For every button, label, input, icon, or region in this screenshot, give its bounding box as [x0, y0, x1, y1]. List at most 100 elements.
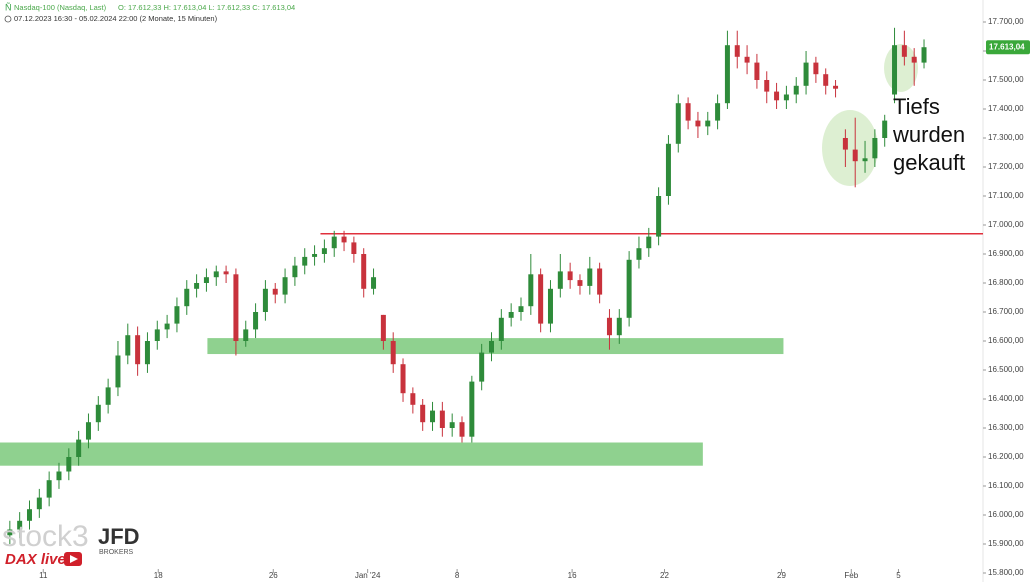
candle-body: [154, 329, 160, 341]
x-tick-label: 18: [154, 571, 163, 580]
y-tick-label: 16.900,00: [988, 249, 1024, 258]
watermark-broker: JFD: [98, 524, 140, 549]
candle-body: [764, 80, 770, 92]
candle-body: [302, 256, 308, 266]
candle-body: [734, 45, 740, 57]
y-tick-label: 17.200,00: [988, 162, 1024, 171]
candle-body: [911, 56, 917, 63]
candle-body: [479, 352, 485, 382]
candle-body: [321, 248, 327, 254]
y-tick-label: 15.900,00: [988, 539, 1024, 548]
candle-body: [498, 317, 504, 341]
candle-body: [115, 355, 121, 388]
candle-body: [833, 85, 839, 89]
ohlc-text: O: 17.612,33 H: 17.613,04 L: 17.612,33 C…: [118, 3, 295, 12]
y-tick-label: 16.200,00: [988, 452, 1024, 461]
candle-body: [371, 277, 377, 289]
candle-body: [489, 341, 494, 353]
candle-body: [125, 335, 131, 356]
candle-body: [66, 457, 72, 472]
support-zone: [0, 442, 703, 466]
candle-body: [587, 268, 593, 286]
candle-body: [223, 271, 229, 275]
candle-body: [823, 74, 829, 86]
x-tick-label: Feb: [844, 571, 858, 580]
candle-body: [17, 520, 23, 530]
y-tick-label: 17.100,00: [988, 191, 1024, 200]
candle-body: [410, 393, 416, 405]
candle-body: [744, 56, 750, 63]
candle-body: [793, 85, 799, 95]
candle-body: [813, 62, 819, 75]
candle-body: [420, 404, 426, 423]
candle-body: [85, 422, 91, 440]
candle-body: [312, 254, 318, 257]
candle-body: [901, 45, 907, 57]
candle-body: [164, 323, 170, 330]
candle-body: [921, 47, 927, 63]
candle-body: [361, 254, 367, 289]
candle-body: [46, 480, 52, 498]
candle-body: [400, 364, 406, 394]
y-tick-label: 17.700,00: [988, 17, 1024, 26]
y-tick-label: 16.800,00: [988, 278, 1024, 287]
candle-body: [233, 274, 239, 341]
candle-body: [557, 271, 563, 289]
candle-body: [577, 280, 583, 286]
candle-body: [282, 277, 288, 295]
y-tick-label: 17.500,00: [988, 75, 1024, 84]
chart-subtitle: 07.12.2023 16:30 - 05.02.2024 22:00 (2 M…: [14, 14, 218, 23]
annotation: Tiefs: [893, 94, 940, 119]
highlight-ellipse: [822, 110, 878, 186]
candle-body: [95, 404, 101, 423]
candle-body: [469, 381, 475, 437]
candle-body: [626, 259, 632, 318]
annotation: wurden: [892, 122, 965, 147]
x-tick-label: 22: [660, 571, 669, 580]
candle-body: [253, 312, 259, 330]
candle-body: [135, 335, 141, 365]
candle-body: [803, 62, 809, 86]
candle-body: [774, 91, 780, 101]
candle-body: [567, 271, 573, 281]
candle-body: [754, 62, 760, 80]
candle-body: [685, 103, 691, 121]
candle-body: [351, 242, 357, 254]
y-tick-label: 17.400,00: [988, 104, 1024, 113]
candle-body: [892, 45, 898, 95]
candle-body: [184, 288, 190, 307]
y-tick-label: 17.300,00: [988, 133, 1024, 142]
chart-title: Nasdaq-100 (Nasdaq, Last): [14, 3, 107, 12]
x-tick-label: 29: [777, 571, 786, 580]
watermark-show: DAX live: [5, 551, 66, 568]
watermark-brand: stock3: [2, 520, 89, 553]
x-tick-label: 16: [568, 571, 577, 580]
y-tick-label: 16.000,00: [988, 510, 1024, 519]
y-tick-label: 16.600,00: [988, 336, 1024, 345]
support-zone: [207, 338, 784, 355]
candle-body: [852, 149, 858, 162]
x-tick-label: 11: [39, 571, 48, 580]
candle-body: [665, 143, 671, 196]
candle-body: [449, 422, 455, 428]
candle-body: [616, 317, 622, 336]
candle-body: [243, 329, 249, 341]
candle-body: [872, 138, 878, 159]
candle-body: [105, 387, 111, 405]
candle-body: [636, 248, 642, 260]
candle-body: [439, 410, 445, 428]
y-tick-label: 15.800,00: [988, 568, 1024, 577]
x-tick-label: 5: [896, 571, 901, 580]
candle-body: [380, 314, 386, 341]
candle-body: [675, 103, 681, 144]
annotation: gekauft: [893, 150, 965, 175]
candle-body: [597, 268, 603, 295]
last-price-flag: [986, 40, 1030, 55]
candle-body: [695, 120, 701, 127]
y-tick-label: 16.100,00: [988, 481, 1024, 490]
candle-body: [292, 265, 298, 278]
candle-body: [203, 277, 209, 283]
candle-body: [656, 196, 662, 237]
